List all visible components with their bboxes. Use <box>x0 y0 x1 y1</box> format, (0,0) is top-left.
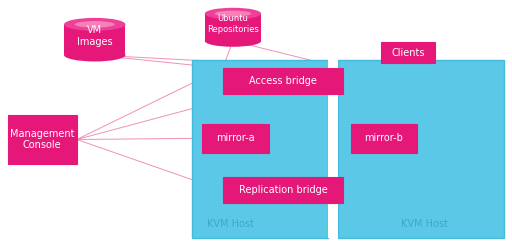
Text: Management
Console: Management Console <box>10 129 74 150</box>
Text: KVM Host: KVM Host <box>206 219 253 229</box>
Text: VM
Images: VM Images <box>77 25 113 47</box>
FancyBboxPatch shape <box>205 14 261 41</box>
Text: Replication bridge: Replication bridge <box>239 185 327 195</box>
Text: Ubuntu
Repositories: Ubuntu Repositories <box>207 14 259 34</box>
FancyBboxPatch shape <box>8 115 77 164</box>
Text: mirror-a: mirror-a <box>216 133 255 143</box>
FancyBboxPatch shape <box>223 68 343 94</box>
FancyBboxPatch shape <box>64 24 125 55</box>
FancyBboxPatch shape <box>338 60 504 238</box>
Ellipse shape <box>215 11 251 17</box>
Ellipse shape <box>64 49 125 62</box>
FancyBboxPatch shape <box>328 60 338 238</box>
Ellipse shape <box>205 35 261 47</box>
Text: Access bridge: Access bridge <box>249 76 317 86</box>
Ellipse shape <box>75 21 115 28</box>
Ellipse shape <box>64 18 125 31</box>
Text: Clients: Clients <box>392 48 425 58</box>
FancyBboxPatch shape <box>351 124 417 153</box>
FancyBboxPatch shape <box>192 60 328 238</box>
Ellipse shape <box>205 8 261 19</box>
Text: KVM Host: KVM Host <box>401 219 448 229</box>
FancyBboxPatch shape <box>202 124 269 153</box>
FancyBboxPatch shape <box>223 177 343 203</box>
Text: mirror-b: mirror-b <box>365 133 403 143</box>
FancyBboxPatch shape <box>381 42 435 63</box>
